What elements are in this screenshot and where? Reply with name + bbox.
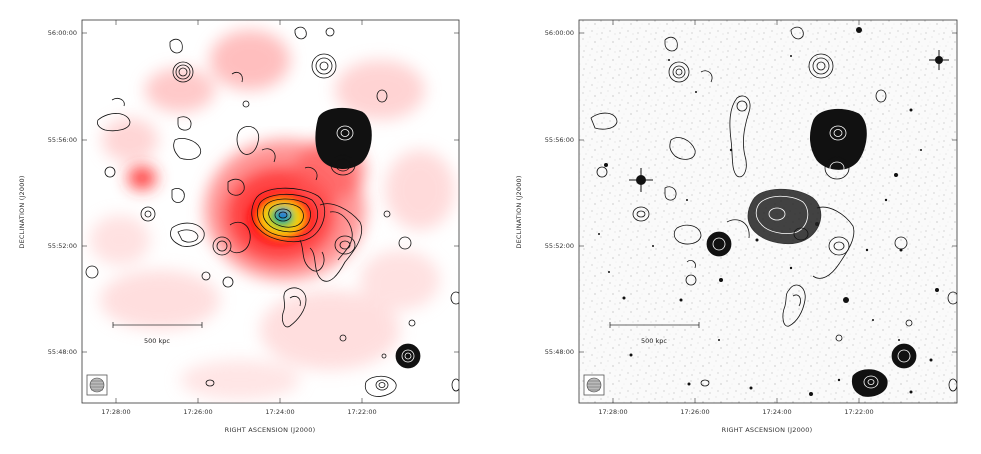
right-radio-contours — [590, 26, 957, 397]
right-figure: 500 kpc 56:00:00 55:56:00 55:52:00 55:48… — [515, 19, 958, 434]
left-y-axis-title: DECLINATION (J2000) — [18, 175, 26, 248]
left-x-tick-label: 17:22:00 — [347, 408, 376, 416]
right-x-tick-label: 17:26:00 — [680, 408, 709, 416]
right-y-axis-title: DECLINATION (J2000) — [515, 175, 523, 248]
left-xray-heatmap — [90, 30, 455, 400]
left-radio-contours — [85, 26, 459, 397]
right-y-tick-label: 55:52:00 — [545, 242, 574, 250]
beam-ellipse-icon — [583, 374, 605, 396]
left-x-tick-label: 17:28:00 — [101, 408, 130, 416]
left-scale-bar — [112, 322, 203, 328]
left-y-tick-label: 56:00:00 — [48, 29, 77, 37]
left-x-tick-label: 17:26:00 — [183, 408, 212, 416]
right-y-tick-label: 55:56:00 — [545, 136, 574, 144]
beam-ellipse-icon — [86, 374, 108, 396]
right-x-axis-title: RIGHT ASCENSION (J2000) — [722, 426, 813, 434]
right-x-tick-label: 17:28:00 — [598, 408, 627, 416]
right-panel: 500 kpc 56:00:00 55:56:00 55:52:00 55:48… — [491, 0, 981, 454]
right-tick-marks — [579, 20, 957, 403]
right-y-tick-label: 55:48:00 — [545, 348, 574, 356]
right-x-tick-label: 17:22:00 — [844, 408, 873, 416]
left-y-tick-marks — [82, 20, 459, 403]
right-y-tick-label: 56:00:00 — [545, 29, 574, 37]
left-y-tick-label: 55:56:00 — [48, 136, 77, 144]
right-optical-sources — [598, 27, 949, 396]
right-scale-bar — [609, 322, 700, 328]
left-x-tick-label: 17:24:00 — [265, 408, 294, 416]
left-x-axis-title: RIGHT ASCENSION (J2000) — [225, 426, 316, 434]
right-x-tick-label: 17:24:00 — [762, 408, 791, 416]
right-scale-bar-label: 500 kpc — [641, 337, 667, 345]
left-panel: 500 kpc 56:00:00 55:56:00 55:52:00 55:48… — [0, 0, 490, 454]
left-figure: 500 kpc 56:00:00 55:56:00 55:52:00 55:48… — [18, 19, 460, 434]
left-scale-bar-label: 500 kpc — [144, 337, 170, 345]
left-y-tick-label: 55:48:00 — [48, 348, 77, 356]
left-y-tick-label: 55:52:00 — [48, 242, 77, 250]
